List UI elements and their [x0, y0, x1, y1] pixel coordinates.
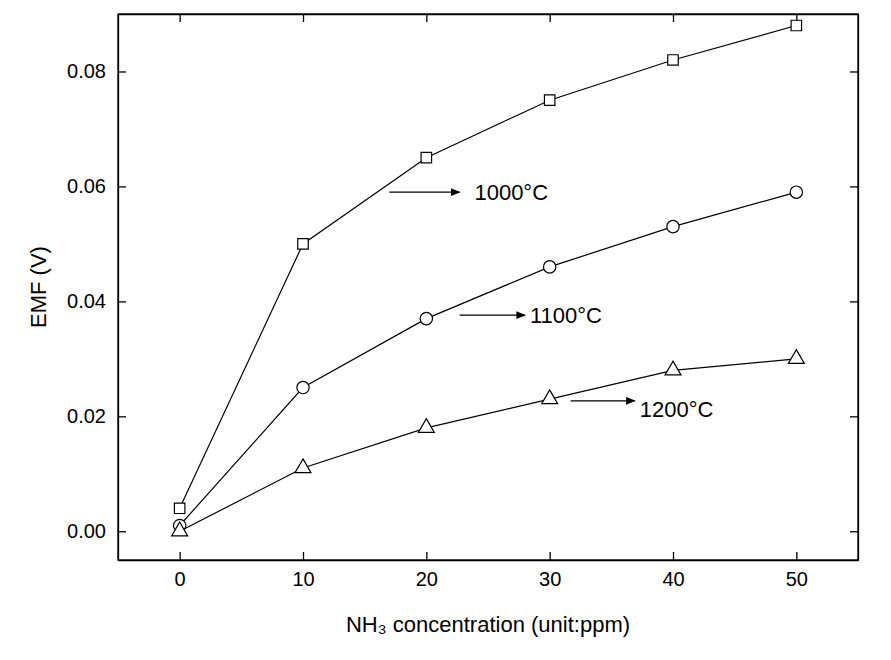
marker [174, 503, 184, 513]
tick [303, 14, 304, 22]
annotation: 1100°C [530, 303, 602, 328]
annotation-arrow [389, 192, 459, 193]
tick: 0.00 [67, 520, 126, 542]
marker [172, 522, 188, 536]
annotation-arrow [460, 315, 525, 316]
tick-mark [673, 552, 674, 560]
tick [850, 301, 858, 302]
tick-mark [303, 552, 304, 560]
tick: 30 [539, 552, 561, 590]
series-line [180, 25, 797, 508]
annotations: 1000°C 1100°C 1200°C [389, 180, 713, 422]
tick [850, 416, 858, 417]
x-axis: 0 10 20 30 40 50 [119, 552, 859, 590]
tick [850, 186, 858, 187]
tick-label: 0.02 [67, 405, 106, 427]
annotation: 1200°C [640, 397, 714, 422]
tick-mark [850, 301, 858, 302]
tick: 10 [292, 552, 314, 590]
tick-label: 0.06 [67, 175, 106, 197]
tick [673, 14, 674, 22]
tick-label: 0.04 [67, 290, 106, 312]
series-line [180, 359, 797, 531]
marker [542, 390, 558, 404]
tick: 0.04 [67, 290, 126, 312]
tick: 40 [662, 552, 684, 590]
tick-label: 0.08 [67, 60, 106, 82]
tick-label: 40 [662, 568, 684, 590]
tick-mark [118, 416, 126, 417]
tick-mark [426, 14, 427, 22]
marker [543, 261, 555, 273]
tick-mark [850, 71, 858, 72]
annotation: 1000°C [474, 180, 548, 205]
tick: 0.08 [67, 60, 126, 82]
annotation-arrow [571, 400, 635, 401]
marker [790, 186, 802, 198]
marker [298, 239, 308, 249]
tick-mark [180, 552, 181, 560]
tick [180, 14, 181, 22]
tick: 50 [786, 552, 808, 590]
x-axis-title: NH₃ concentration (unit:ppm) [346, 612, 630, 637]
tick: 0.02 [67, 405, 126, 427]
tick [850, 71, 858, 72]
tick: 20 [416, 552, 438, 590]
tick: 0.06 [67, 175, 126, 197]
series-line [180, 192, 797, 525]
plot-frame [118, 14, 858, 560]
tick-label: 20 [416, 568, 438, 590]
marker [665, 361, 681, 375]
tick-mark [850, 416, 858, 417]
tick [850, 531, 858, 532]
marker [667, 220, 679, 232]
tick-mark [673, 14, 674, 22]
x-axis-top [119, 14, 859, 22]
tick-mark [303, 14, 304, 22]
marker [420, 312, 432, 324]
y-axis-title: EMF (V) [26, 246, 51, 328]
marker [421, 152, 431, 162]
tick [550, 14, 551, 22]
tick-mark [850, 186, 858, 187]
tick-mark [850, 531, 858, 532]
tick-label: 30 [539, 568, 561, 590]
series-group [172, 20, 805, 536]
marker [418, 419, 434, 433]
tick-mark [550, 14, 551, 22]
marker [544, 95, 554, 105]
plot: 0 10 20 30 40 50 0.00 0.02 0.04 0.06 0.08 1000°C 110… [67, 14, 858, 590]
tick-mark [118, 301, 126, 302]
marker [791, 20, 801, 30]
y-axis: 0.00 0.02 0.04 0.06 0.08 [67, 15, 126, 561]
tick-mark [180, 14, 181, 22]
marker [295, 459, 311, 473]
tick-mark [118, 186, 126, 187]
y-axis-right [850, 15, 859, 561]
marker [668, 55, 678, 65]
tick-mark [118, 71, 126, 72]
tick-label: 0.00 [67, 520, 106, 542]
tick [426, 14, 427, 22]
tick-label: 50 [786, 568, 808, 590]
tick: 0 [175, 552, 186, 590]
marker [297, 381, 309, 393]
tick-mark [118, 531, 126, 532]
chart: 0 10 20 30 40 50 0.00 0.02 0.04 0.06 0.08 1000°C 110… [0, 0, 891, 660]
tick-label: 10 [292, 568, 314, 590]
tick-mark [550, 552, 551, 560]
tick-mark [426, 552, 427, 560]
tick-label: 0 [175, 568, 186, 590]
marker [788, 350, 804, 364]
tick-mark [796, 552, 797, 560]
